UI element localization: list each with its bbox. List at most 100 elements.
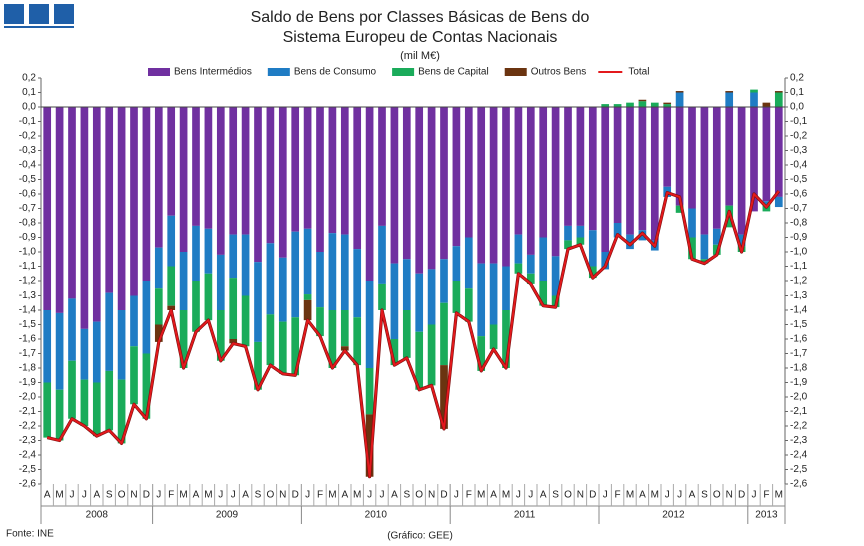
bar-segment xyxy=(576,237,585,245)
bar-segment xyxy=(68,360,76,419)
y-tick-label: -2,6 xyxy=(19,479,37,490)
y2-tick-label: -0,5 xyxy=(790,174,808,185)
bar-segment xyxy=(204,228,213,274)
bar-segment xyxy=(43,382,52,438)
x-tick-label: S xyxy=(552,490,559,501)
year-label: 2013 xyxy=(755,510,778,521)
x-tick-label: M xyxy=(626,490,634,501)
bar-segment xyxy=(464,237,473,289)
y2-tick-label: -0,9 xyxy=(790,232,808,243)
bar-segment xyxy=(340,346,349,351)
year-label: 2008 xyxy=(86,510,109,521)
bar-segment xyxy=(241,234,250,296)
bar-segment xyxy=(142,353,151,419)
y-tick-label: -2,4 xyxy=(19,450,37,461)
bar-segment xyxy=(638,101,647,107)
logo-block xyxy=(54,4,74,24)
bar-segment xyxy=(700,234,709,260)
bar-segment xyxy=(750,89,758,93)
bar-segment xyxy=(576,225,585,238)
bar-segment xyxy=(626,107,634,235)
bar-segment xyxy=(675,107,684,206)
bar-segment xyxy=(340,234,349,310)
x-tick-label: O xyxy=(713,490,721,501)
y-tick-label: -1,6 xyxy=(19,334,37,345)
bar-segment xyxy=(192,225,200,281)
bar-segment xyxy=(601,104,610,107)
x-tick-label: A xyxy=(93,490,100,501)
bar-segment xyxy=(650,107,659,241)
x-tick-label: J xyxy=(218,490,223,501)
logo-bar xyxy=(4,26,74,28)
bar-segment xyxy=(502,266,510,310)
bar-segment xyxy=(142,281,151,354)
bar-segment xyxy=(254,341,262,390)
bar-segment xyxy=(303,107,312,229)
bar-segment xyxy=(316,107,324,252)
bar-segment xyxy=(179,107,188,252)
bar-segment xyxy=(241,295,250,347)
bar-segment xyxy=(700,259,709,264)
x-tick-label: N xyxy=(130,490,137,501)
y-tick-label: -0,5 xyxy=(19,174,37,185)
bar-segment xyxy=(576,107,585,226)
bar-segment xyxy=(204,107,213,229)
bar-segment xyxy=(278,257,287,322)
x-tick-label: F xyxy=(168,490,174,501)
bar-segment xyxy=(340,310,349,347)
y-tick-label: -1,1 xyxy=(19,261,37,272)
bar-segment xyxy=(601,107,610,252)
y-tick-label: -1,2 xyxy=(19,276,37,287)
x-tick-label: A xyxy=(689,490,696,501)
bar-segment xyxy=(489,324,498,350)
bar-segment xyxy=(750,92,758,107)
bar-segment xyxy=(774,91,783,93)
y2-tick-label: -1,4 xyxy=(790,305,808,316)
bar-segment xyxy=(154,324,163,342)
y-tick-label: -2,0 xyxy=(19,392,37,403)
bar-segment xyxy=(688,237,696,260)
bar-segment xyxy=(415,273,424,332)
bar-segment xyxy=(477,336,486,371)
bar-segment xyxy=(55,389,64,441)
bar-segment xyxy=(192,107,200,226)
x-tick-label: N xyxy=(577,490,584,501)
legend-label: Bens Intermédios xyxy=(174,67,252,78)
x-tick-label: O xyxy=(118,490,126,501)
y2-tick-label: -0,3 xyxy=(790,145,808,156)
bar-segment xyxy=(737,107,746,235)
legend-label: Bens de Capital xyxy=(418,67,489,78)
y2-tick-label: -1,3 xyxy=(790,290,808,301)
y-tick-label: 0,1 xyxy=(22,87,36,98)
x-tick-label: D xyxy=(292,490,299,501)
line xyxy=(46,190,780,478)
bar-segment xyxy=(278,107,287,258)
x-tick-label: J xyxy=(70,490,75,501)
y-tick-label: -2,3 xyxy=(19,435,37,446)
x-tick-label: A xyxy=(341,490,348,501)
y2-tick-label: -2,1 xyxy=(790,406,808,417)
bar-segment xyxy=(477,263,486,337)
chart-title: Sistema Europeu de Contas Nacionais xyxy=(283,29,558,46)
bar-segment xyxy=(663,104,672,107)
bar-segment xyxy=(254,107,262,263)
x-tick-label: M xyxy=(328,490,336,501)
x-tick-label: M xyxy=(477,490,485,501)
bar-segment xyxy=(539,107,548,238)
bar-segment xyxy=(229,107,238,235)
logo-block xyxy=(29,4,49,24)
bar-segment xyxy=(365,414,374,477)
y2-tick-label: -1,0 xyxy=(790,247,808,258)
y2-tick-label: -2,6 xyxy=(790,479,808,490)
y2-tick-label: -1,6 xyxy=(790,334,808,345)
bar-segment xyxy=(601,252,610,270)
x-tick-label: N xyxy=(726,490,733,501)
bar-segment xyxy=(452,246,461,281)
bar-segment xyxy=(130,295,138,347)
bar-segment xyxy=(328,233,337,310)
legend-swatch xyxy=(504,68,527,76)
y-tick-label: -0,8 xyxy=(19,218,37,229)
y-tick-label: 0,2 xyxy=(22,73,36,84)
x-tick-label: M xyxy=(651,490,659,501)
